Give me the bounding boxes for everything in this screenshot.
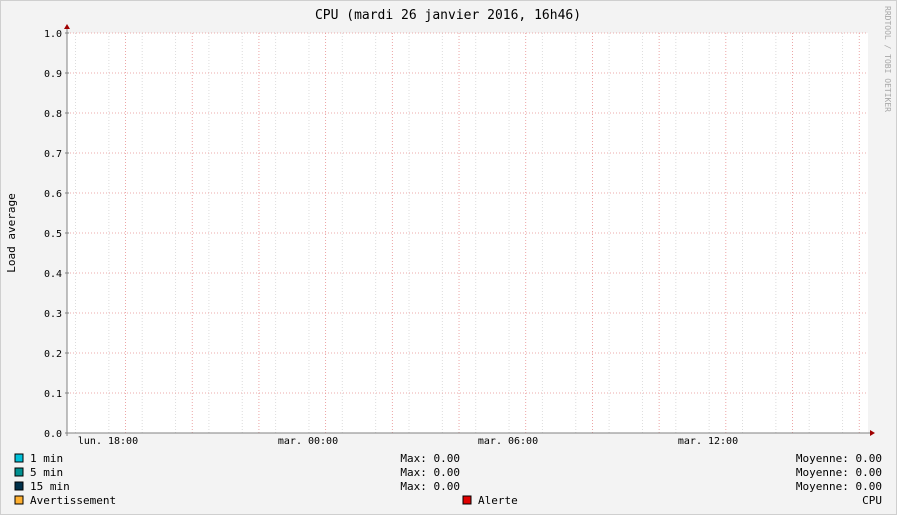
watermark: RRDTOOL / TOBI OETIKER (883, 6, 892, 112)
x-tick-labels: lun. 18:00 mar. 00:00 mar. 06:00 mar. 12:00 (78, 436, 738, 447)
x-tick-label: mar. 00:00 (278, 436, 338, 447)
x-tick-label: mar. 06:00 (478, 436, 538, 447)
legend-footer-cpu: CPU (862, 494, 882, 507)
legend-max-5min: Max: 0.00 (400, 466, 460, 479)
legend-swatch-alert (462, 495, 472, 505)
legend-avg-5min: Moyenne: 0.00 (796, 466, 882, 479)
y-axis-arrow (64, 24, 70, 29)
x-tick-label: lun. 18:00 (78, 436, 138, 447)
legend-row-5min: 5 min Max: 0.00 Moyenne: 0.00 (14, 466, 882, 479)
y-tick-label: 0.1 (44, 389, 62, 400)
y-tick-labels: 0.0 0.1 0.2 0.3 0.4 0.5 0.6 0.7 0.8 0.9 1.0 (44, 29, 62, 440)
x-tick-label: mar. 12:00 (678, 436, 738, 447)
legend-swatch-1min (14, 453, 24, 463)
legend-avg-1min: Moyenne: 0.00 (796, 452, 882, 465)
axes (64, 24, 875, 436)
legend-label-alert: Alerte (478, 494, 518, 507)
legend-avg-15min: Moyenne: 0.00 (796, 480, 882, 493)
y-tick-label: 0.9 (44, 69, 62, 80)
y-tick-label: 0.8 (44, 109, 62, 120)
legend-swatch-15min (14, 481, 24, 491)
legend-label-5min: 5 min (30, 466, 63, 479)
legend-row-1min: 1 min Max: 0.00 Moyenne: 0.00 (14, 452, 882, 465)
y-tick-label: 0.7 (44, 149, 62, 160)
grid (67, 32, 868, 433)
legend-max-15min: Max: 0.00 (400, 480, 460, 493)
y-tick-label: 1.0 (44, 29, 62, 40)
y-tick-label: 0.4 (44, 269, 62, 280)
chart-title: CPU (mardi 26 janvier 2016, 16h46) (315, 8, 581, 23)
legend: 1 min Max: 0.00 Moyenne: 0.00 5 min Max:… (14, 452, 882, 507)
legend-max-1min: Max: 0.00 (400, 452, 460, 465)
legend-swatch-5min (14, 467, 24, 477)
y-tick-label: 0.2 (44, 349, 62, 360)
plot-area (67, 33, 868, 433)
legend-label-warning: Avertissement (30, 494, 116, 507)
legend-row-thresholds: Avertissement Alerte CPU (14, 494, 882, 507)
legend-row-15min: 15 min Max: 0.00 Moyenne: 0.00 (14, 480, 882, 493)
y-tick-label: 0.0 (44, 429, 62, 440)
y-tick-label: 0.5 (44, 229, 62, 240)
legend-swatch-warning (14, 495, 24, 505)
x-axis-arrow (870, 430, 875, 436)
y-tick-label: 0.3 (44, 309, 62, 320)
legend-label-1min: 1 min (30, 452, 63, 465)
y-axis-label: Load average (5, 193, 18, 272)
y-tick-label: 0.6 (44, 189, 62, 200)
legend-label-15min: 15 min (30, 480, 70, 493)
